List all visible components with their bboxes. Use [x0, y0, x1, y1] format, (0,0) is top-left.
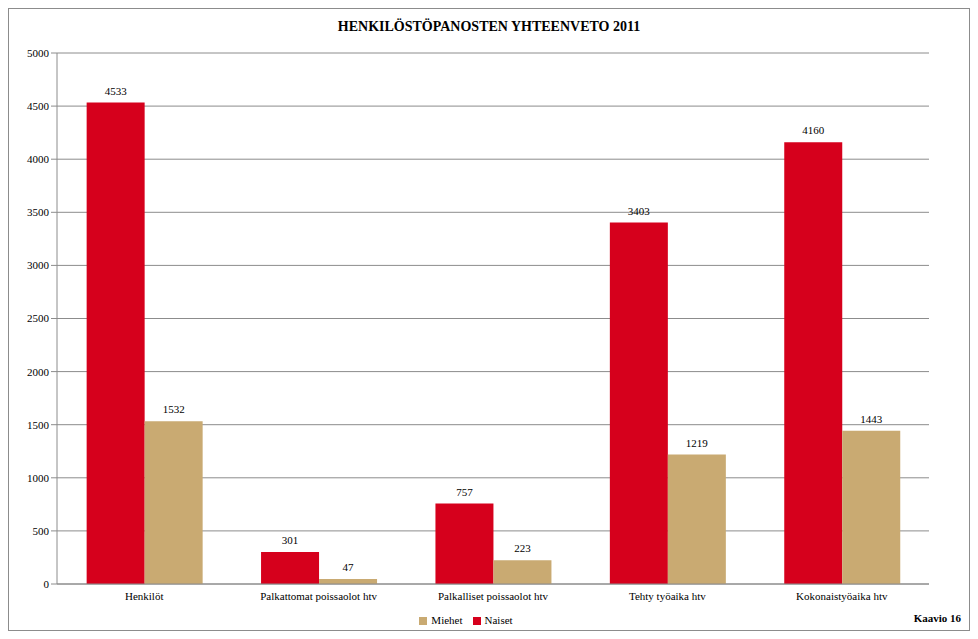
svg-text:5000: 5000 [27, 47, 50, 59]
svg-text:301: 301 [282, 534, 299, 546]
svg-text:1219: 1219 [686, 437, 709, 449]
svg-text:3403: 3403 [628, 205, 651, 217]
svg-text:47: 47 [343, 561, 355, 573]
html-text:Naiset: Naiset [484, 614, 513, 626]
svg-text:2000: 2000 [27, 366, 50, 378]
html-text:Miehet: Miehet [431, 614, 463, 626]
svg-text:4533: 4533 [105, 85, 128, 97]
svg-text:500: 500 [33, 525, 50, 537]
svg-text:0: 0 [44, 578, 50, 590]
svg-text:Kokonaistyöaika htv: Kokonaistyöaika htv [796, 590, 888, 602]
svg-text:1443: 1443 [860, 413, 883, 425]
html-text:HENKILÖSTÖPANOSTEN YHTEENVETO: HENKILÖSTÖPANOSTEN YHTEENVETO 2011 [337, 19, 641, 34]
svg-text:1500: 1500 [27, 419, 50, 431]
svg-text:Henkilöt: Henkilöt [125, 590, 164, 602]
svg-text:Palkalliset poissaolot htv: Palkalliset poissaolot htv [438, 590, 548, 602]
html-text:Kaavio 16: Kaavio 16 [913, 612, 961, 624]
svg-text:2500: 2500 [27, 312, 50, 324]
svg-text:757: 757 [456, 486, 473, 498]
svg-text:3000: 3000 [27, 259, 50, 271]
svg-text:1532: 1532 [163, 403, 185, 415]
svg-text:3500: 3500 [27, 206, 50, 218]
svg-text:4160: 4160 [802, 124, 825, 136]
svg-text:4000: 4000 [27, 153, 50, 165]
svg-text:Palkattomat poissaolot htv: Palkattomat poissaolot htv [260, 590, 377, 602]
svg-text:4500: 4500 [27, 100, 50, 112]
svg-text:Tehty työaika htv: Tehty työaika htv [629, 590, 706, 602]
svg-text:1000: 1000 [27, 472, 50, 484]
svg-text:223: 223 [514, 542, 531, 554]
